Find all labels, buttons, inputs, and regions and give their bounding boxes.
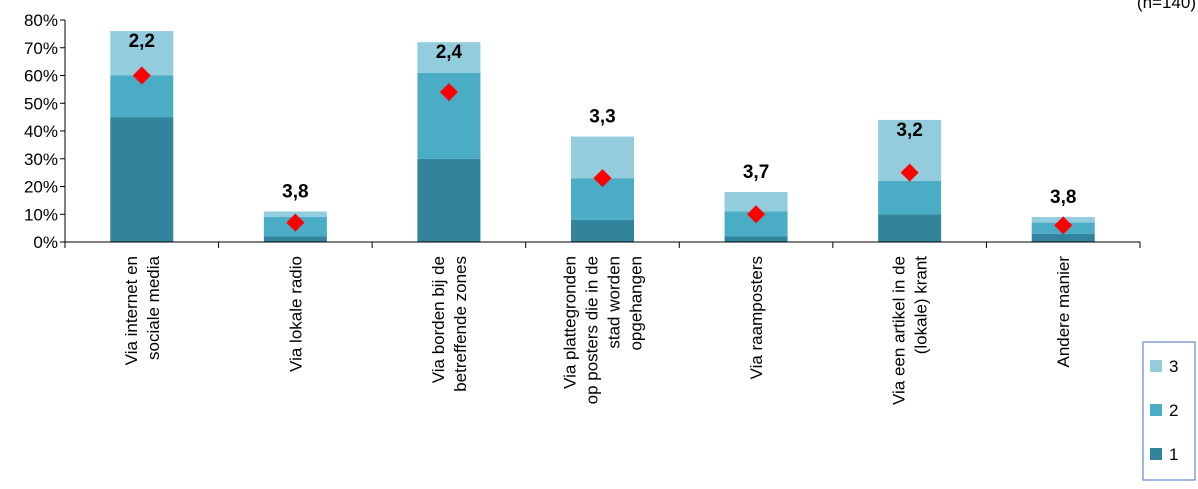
bars-layer — [110, 31, 1095, 242]
markers-layer — [132, 66, 1073, 235]
average-marker — [439, 83, 458, 102]
y-tick-label: 40% — [24, 122, 58, 141]
y-tick-label: 70% — [24, 39, 58, 58]
legend: 3 2 1 — [1142, 341, 1196, 481]
bar-segment-series-1-cat-4 — [571, 219, 634, 242]
bar-segment-series-1-cat-7 — [1031, 233, 1095, 242]
legend-swatch — [1150, 448, 1162, 460]
bar-segment-series-2-cat-6 — [878, 180, 942, 215]
legend-swatch — [1150, 360, 1162, 372]
sample-size-note: (n=140) — [1137, 0, 1196, 12]
x-category-label-line: sociale media — [144, 255, 163, 359]
y-tick-label: 80% — [24, 11, 58, 30]
bar-segment-series-1-cat-2 — [263, 236, 327, 242]
legend-label: 3 — [1169, 357, 1178, 376]
bar-segment-series-1-cat-1 — [110, 117, 174, 242]
x-category-label: Via een artikel in de (lokale) krant — [890, 256, 931, 405]
x-category-label-line: Via plattegronden — [561, 256, 580, 389]
legend-label: 1 — [1169, 445, 1178, 464]
average-label: 3,7 — [743, 162, 769, 183]
legend-label: 2 — [1169, 401, 1178, 420]
bar-segment-series-1-cat-5 — [724, 236, 788, 242]
average-marker — [747, 205, 766, 224]
x-category-label-line: Via borden bij de — [429, 256, 448, 383]
axes-layer: 0% 10% 20% 30% 40% 50% 60% 70% 80% — [24, 11, 1141, 252]
bar-segment-series-1-cat-6 — [878, 214, 942, 242]
legend-swatch — [1150, 404, 1162, 416]
average-label: 3,8 — [282, 181, 308, 202]
average-label: 3,8 — [1050, 187, 1076, 208]
y-tick-label: 20% — [24, 178, 58, 197]
x-category-label-line: Via internet en — [122, 256, 141, 365]
average-label: 2,2 — [129, 31, 155, 52]
x-category-label: Via borden bij de betreffende zones — [429, 256, 470, 392]
x-category-label: Via raamposters — [747, 256, 766, 379]
x-category-label-line: opgehangen — [627, 256, 646, 351]
bar-segment-series-3-cat-5 — [724, 192, 788, 212]
bar-segment-series-3-cat-3 — [417, 42, 481, 73]
x-category-label-line: (lokale) krant — [912, 256, 931, 355]
y-tick-label: 0% — [33, 233, 58, 252]
labels-layer: Via internet en sociale media Via lokale r… — [122, 31, 1077, 405]
average-marker — [286, 213, 305, 232]
y-tick-label: 10% — [24, 205, 58, 224]
x-category-label-line: Via raamposters — [747, 256, 766, 379]
x-category-label: Andere manier — [1054, 256, 1073, 368]
x-category-label-line: Via een artikel in de — [890, 256, 909, 405]
bar-segment-series-1-cat-3 — [417, 158, 481, 242]
x-category-label: Via plattegronden op posters die in de sta… — [561, 256, 646, 404]
x-category-label-line: Via lokale radio — [286, 256, 305, 372]
average-label: 3,2 — [896, 120, 922, 141]
x-category-label-line: Andere manier — [1054, 256, 1073, 368]
average-marker — [900, 163, 919, 182]
average-label: 3,3 — [589, 107, 615, 128]
y-tick-label: 60% — [24, 67, 58, 86]
average-label: 2,4 — [436, 42, 463, 63]
y-tick-label: 30% — [24, 150, 58, 169]
x-category-label-line: betreffende zones — [451, 256, 470, 392]
average-marker — [1054, 216, 1073, 235]
x-category-label: Via internet en sociale media — [122, 255, 163, 365]
x-category-label-line: stad worden — [605, 256, 624, 349]
y-tick-label: 50% — [24, 94, 58, 113]
average-marker — [132, 66, 151, 85]
x-category-label-line: op posters die in de — [583, 256, 602, 404]
x-category-label: Via lokale radio — [286, 256, 305, 372]
average-marker — [593, 169, 612, 188]
